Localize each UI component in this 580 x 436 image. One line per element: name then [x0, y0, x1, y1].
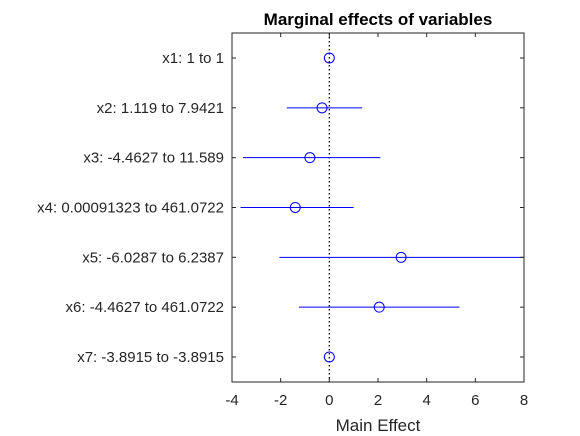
x-tick-label: 0 [325, 392, 333, 409]
x-tick-label: 2 [374, 392, 382, 409]
y-tick-label: x1: 1 to 1 [162, 50, 224, 67]
x-tick-label: 8 [520, 392, 528, 409]
x-tick-label: -4 [225, 392, 238, 409]
y-tick-label: x6: -4.4627 to 461.0722 [66, 299, 224, 316]
x-axis-label: Main Effect [336, 416, 421, 435]
y-tick-label: x2: 1.119 to 7.9421 [97, 100, 224, 117]
y-tick-label: x7: -3.8915 to -3.8915 [77, 349, 224, 366]
y-tick-label: x4: 0.00091323 to 461.0722 [37, 199, 224, 216]
chart-title: Marginal effects of variables [264, 10, 493, 29]
x-tick-label: 4 [422, 392, 430, 409]
y-tick-label: x5: -6.0287 to 6.2387 [82, 249, 224, 266]
x-tick-label: 6 [471, 392, 479, 409]
x-tick-label: -2 [274, 392, 287, 409]
y-tick-label: x3: -4.4627 to 11.589 [83, 150, 224, 167]
